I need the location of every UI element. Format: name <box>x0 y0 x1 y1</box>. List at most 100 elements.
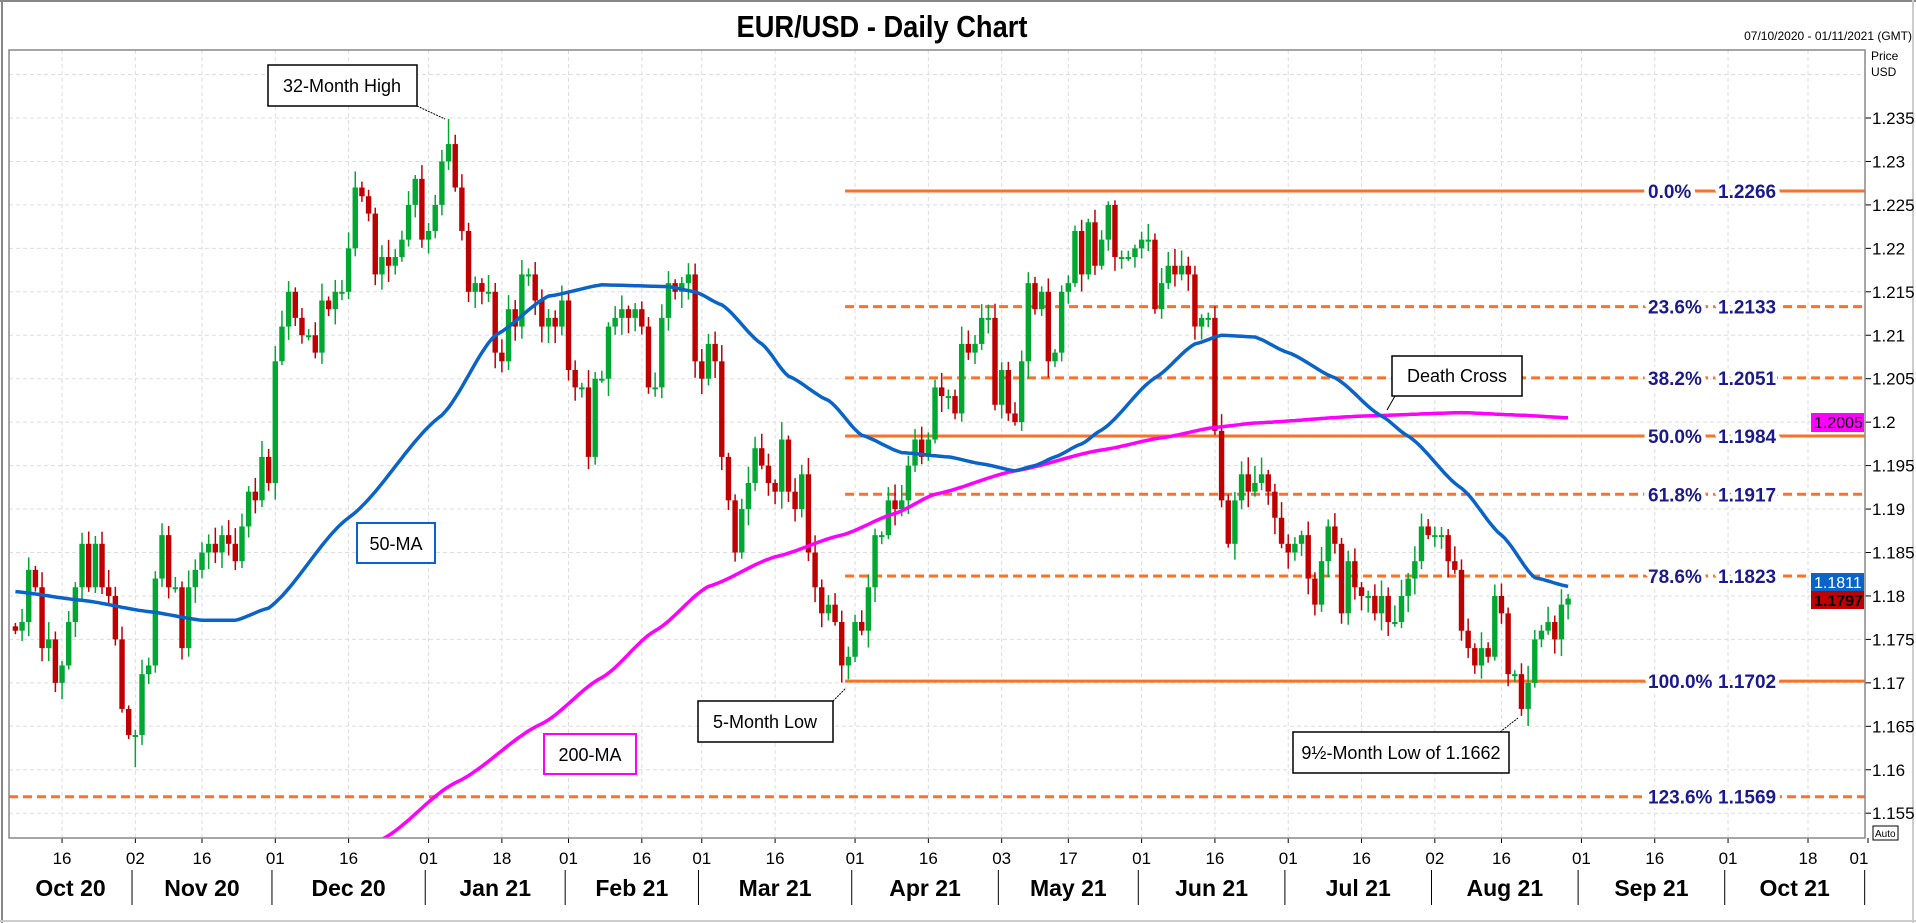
candle <box>852 614 858 663</box>
candle-body <box>1205 317 1211 320</box>
candle-body <box>965 343 972 353</box>
fib-pct-label: 50.0% <box>1648 427 1702 448</box>
candle-body <box>685 274 692 284</box>
x-tick-label: 01 <box>1132 849 1151 868</box>
candle <box>459 174 465 241</box>
month-label: Nov 20 <box>164 875 239 901</box>
candle <box>1212 306 1218 436</box>
candle <box>732 494 738 562</box>
candle-body <box>1272 491 1278 518</box>
month-label: Dec 20 <box>312 875 386 901</box>
candle-body <box>952 396 958 414</box>
candle <box>152 571 159 673</box>
candle-body <box>799 474 805 510</box>
month-label: Oct 21 <box>1760 875 1831 901</box>
candle-body <box>1305 535 1311 579</box>
candle-body <box>1285 543 1291 553</box>
candle-body <box>199 552 205 570</box>
candle-body <box>1018 361 1025 423</box>
y-tick-label: 1.17 <box>1872 674 1905 693</box>
candle-body <box>545 317 552 327</box>
candle-body <box>479 283 485 292</box>
candle-body <box>99 543 105 588</box>
candle-body <box>352 187 358 249</box>
candle-body <box>879 535 885 538</box>
candle <box>59 661 65 700</box>
candle-body <box>1318 561 1325 605</box>
candle <box>325 296 332 317</box>
candle-body <box>439 161 445 205</box>
price-label-ma200: 1.2005 <box>1811 413 1864 432</box>
candle <box>46 622 52 662</box>
candle-body <box>539 300 545 327</box>
candle-body <box>1172 265 1178 275</box>
candle <box>1132 244 1138 268</box>
candle-body <box>1385 595 1391 623</box>
y-tick-label: 1.205 <box>1872 370 1915 389</box>
candle-body <box>1218 430 1225 501</box>
candle-body <box>412 178 418 205</box>
candle-body <box>1132 248 1138 258</box>
candle-body <box>425 230 432 240</box>
candle <box>945 389 952 410</box>
candle-body <box>1352 561 1358 588</box>
annotation-label: Death Cross <box>1407 366 1507 386</box>
candle <box>699 348 705 395</box>
candle-body <box>1432 535 1438 538</box>
month-label: Jan 21 <box>459 875 531 901</box>
candle-body <box>1365 595 1371 598</box>
candle <box>1085 218 1092 280</box>
candle-body <box>1472 648 1478 666</box>
candle <box>219 525 225 568</box>
candle <box>1052 349 1058 367</box>
candle-body <box>612 317 618 327</box>
annotation-label: 32-Month High <box>283 76 401 96</box>
candle <box>1292 537 1298 561</box>
candle <box>1325 519 1331 578</box>
candle-body <box>632 309 638 318</box>
candle <box>685 263 692 300</box>
candle-body <box>1332 526 1338 544</box>
candle-body <box>652 387 658 390</box>
candle-body <box>1325 526 1331 562</box>
candle-body <box>1558 604 1565 640</box>
candle-body <box>1072 230 1078 284</box>
candle-body <box>252 491 259 501</box>
candle-body <box>112 595 119 640</box>
candle <box>1332 513 1338 554</box>
candle-body <box>899 500 905 510</box>
candle-body <box>1185 265 1191 275</box>
candle <box>132 729 139 768</box>
x-tick-label: 01 <box>692 849 711 868</box>
candle <box>712 331 718 378</box>
candle-body <box>938 387 945 397</box>
y-tick-label: 1.195 <box>1872 457 1915 476</box>
annotation-label: 50-MA <box>369 534 422 554</box>
candle <box>1192 265 1198 340</box>
candle-body <box>1065 283 1072 292</box>
candle-body <box>1532 639 1538 683</box>
candle <box>1232 491 1238 560</box>
candle-body <box>119 639 125 709</box>
candle <box>425 223 432 254</box>
auto-scale-button[interactable]: Auto <box>1872 825 1899 841</box>
candle <box>259 440 265 508</box>
candle <box>399 230 405 262</box>
candle-body <box>552 317 558 327</box>
date-range: 07/10/2020 - 01/11/2021 (GMT) <box>1744 29 1912 43</box>
candle <box>765 453 772 496</box>
candle-body <box>872 535 878 588</box>
candle-body <box>712 343 718 362</box>
candle <box>465 222 472 303</box>
candle <box>1185 256 1191 291</box>
annotation-5-month-low: 5-Month Low <box>697 687 847 743</box>
candle <box>1285 534 1291 569</box>
candle-body <box>605 326 612 379</box>
axis-unit-usd: USD <box>1871 65 1897 79</box>
candle-body <box>1032 283 1038 310</box>
candle <box>632 302 638 332</box>
candle <box>619 295 625 335</box>
candle <box>505 295 512 370</box>
candle <box>319 283 325 364</box>
chart-title: EUR/USD - Daily Chart <box>737 10 1028 44</box>
